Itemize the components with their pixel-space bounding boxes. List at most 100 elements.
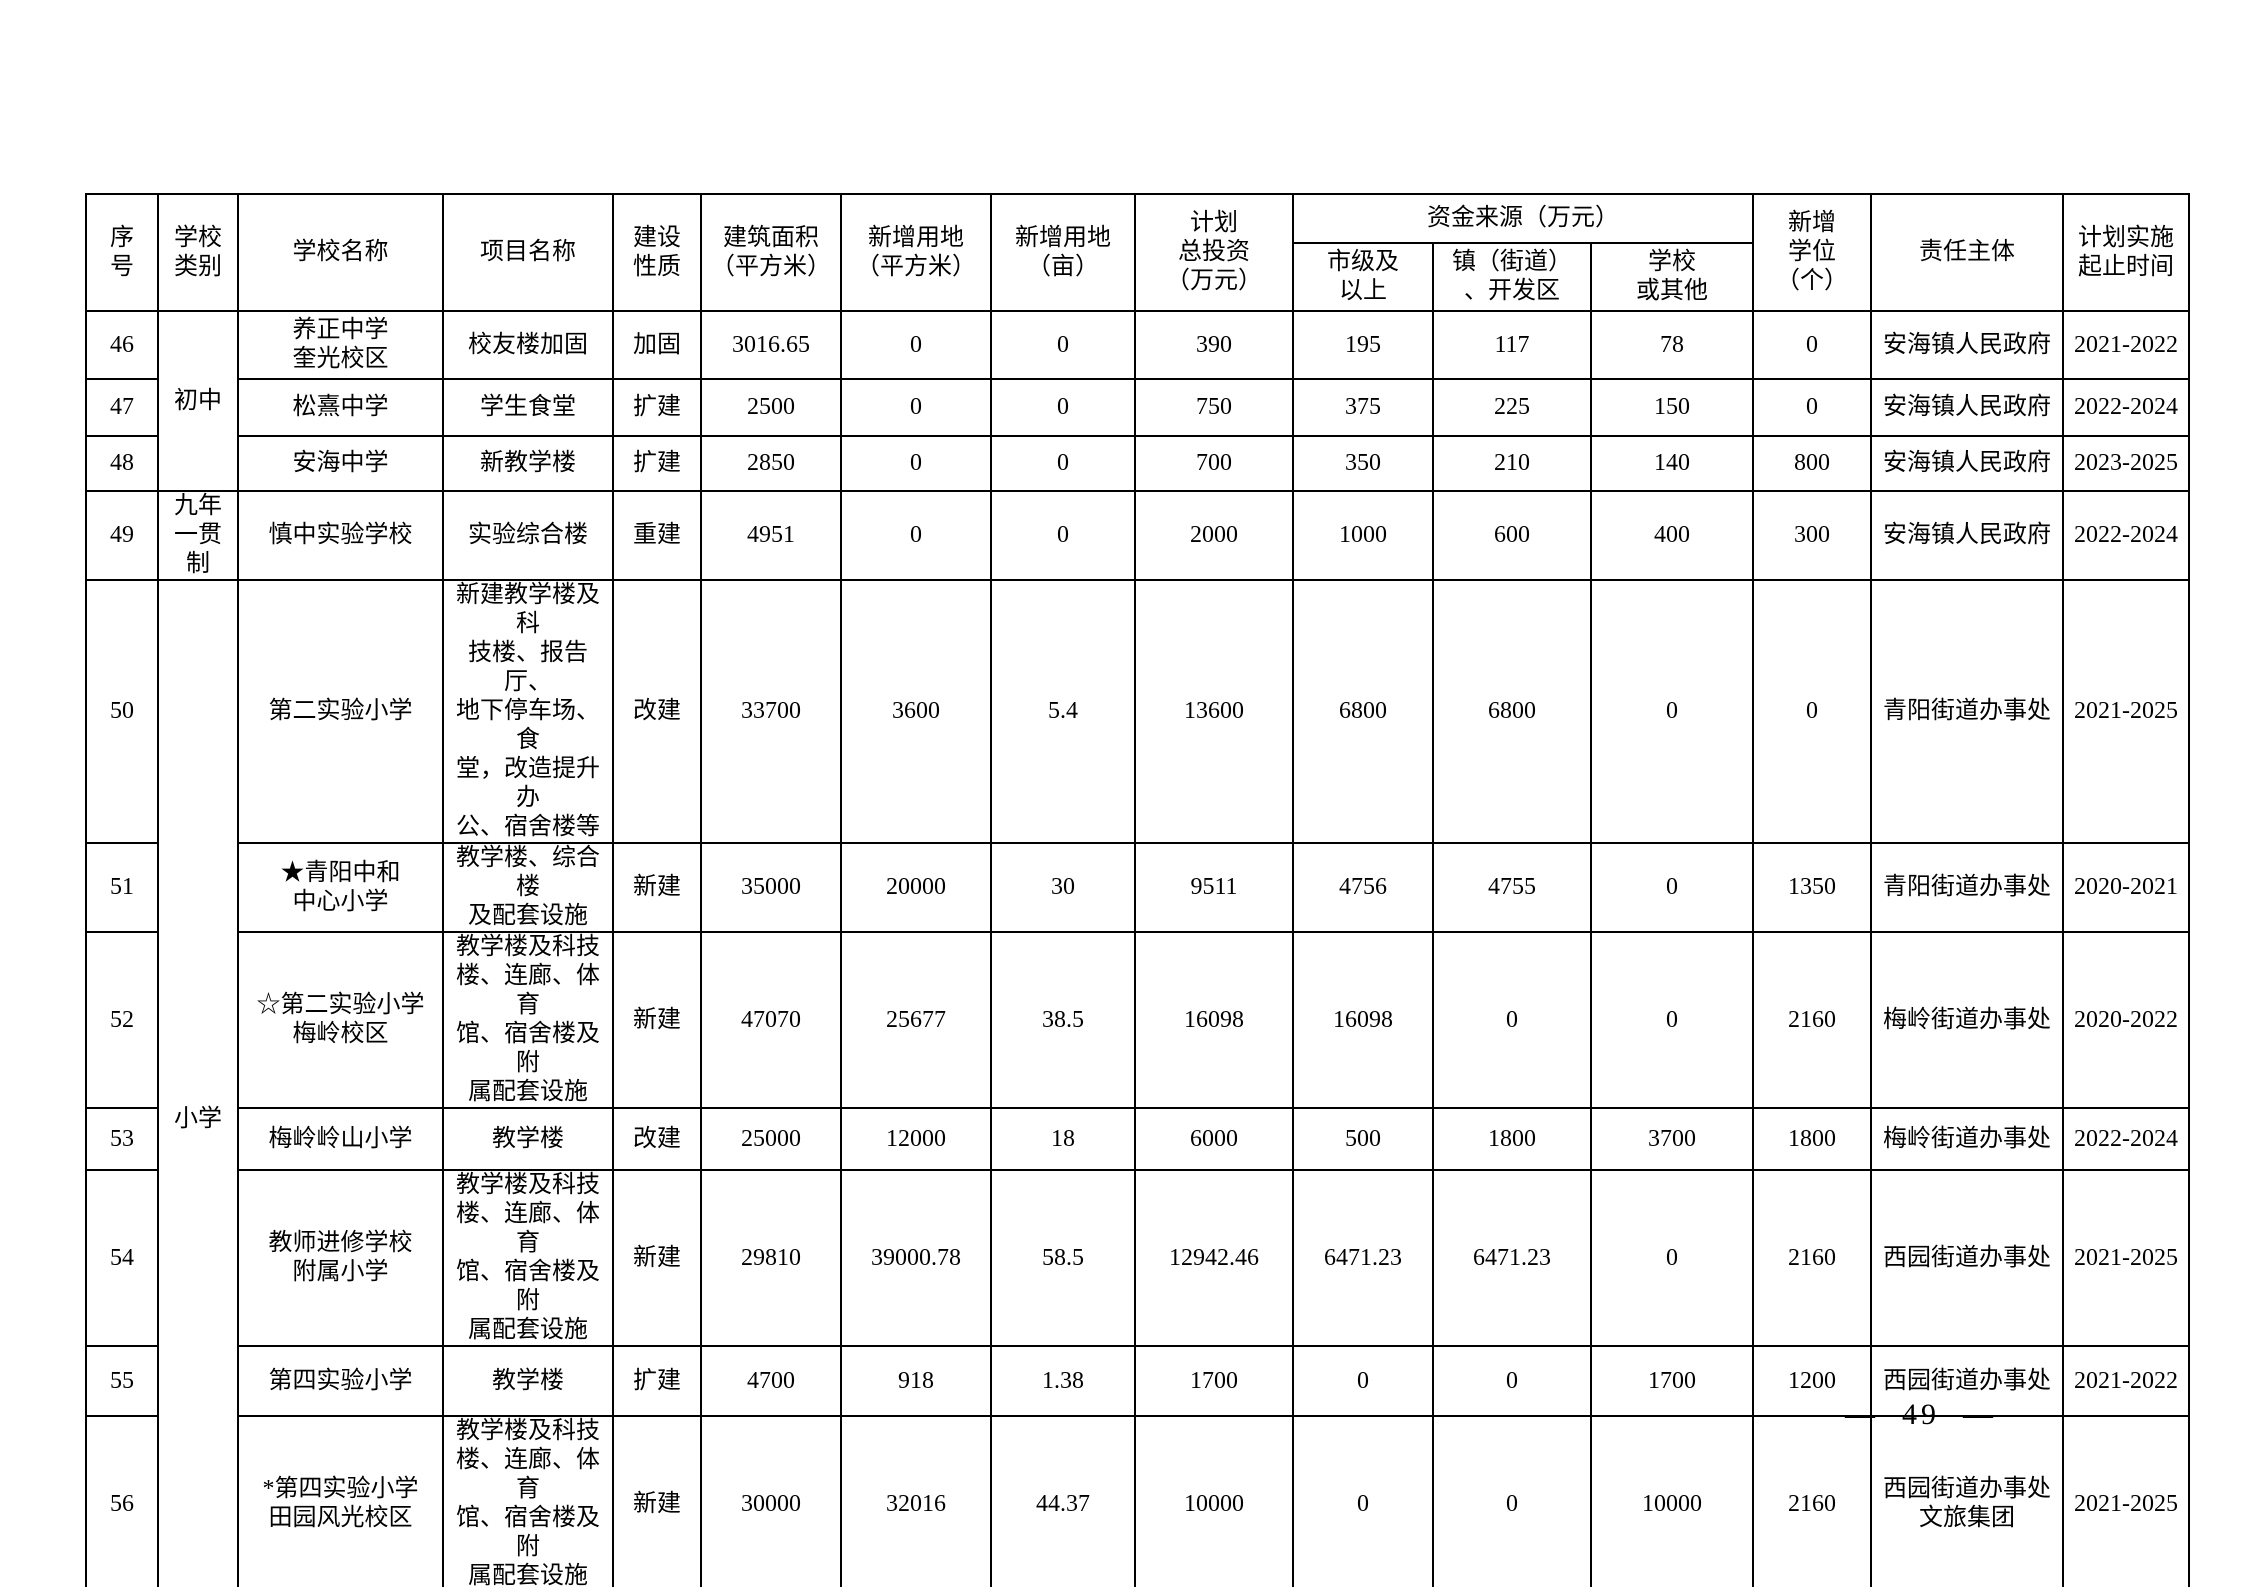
r56-fund-city: 0 xyxy=(1292,1415,1434,1587)
header-nature: 建设 性质 xyxy=(612,193,702,312)
r53-school: 梅岭岭山小学 xyxy=(237,1107,444,1171)
r51-invest: 9511 xyxy=(1134,842,1294,933)
category-cell-junior-high: 初中 xyxy=(157,310,239,492)
r56-land-sqm: 32016 xyxy=(840,1415,992,1587)
r48-nature: 扩建 xyxy=(612,435,702,492)
r55-seats: 1200 xyxy=(1752,1345,1872,1417)
r56-owner: 西园街道办事处 文旅集团 xyxy=(1870,1415,2064,1587)
category-cell-nine-year: 九年 一贯 制 xyxy=(157,490,239,581)
header-area: 建筑面积 （平方米） xyxy=(700,193,842,312)
r55-fund-school: 1700 xyxy=(1590,1345,1754,1417)
header-period: 计划实施 起止时间 xyxy=(2062,193,2190,312)
r51-fund-city: 4756 xyxy=(1292,842,1434,933)
r48-fund-school: 140 xyxy=(1590,435,1754,492)
r54-land-mu: 58.5 xyxy=(990,1169,1136,1347)
table-row-54: 54 教师进修学校 附属小学 教学楼及科技 楼、连廊、体育 馆、宿舍楼及附 属配… xyxy=(85,1169,2190,1347)
r49-fund-town: 600 xyxy=(1432,490,1592,581)
r56-period: 2021-2025 xyxy=(2062,1415,2190,1587)
r54-fund-town: 6471.23 xyxy=(1432,1169,1592,1347)
r49-seats: 300 xyxy=(1752,490,1872,581)
r55-seq: 55 xyxy=(85,1345,159,1417)
r55-school: 第四实验小学 xyxy=(237,1345,444,1417)
header-seats: 新增 学位 （个） xyxy=(1752,193,1872,312)
header-land-mu: 新增用地 （亩） xyxy=(990,193,1136,312)
r51-school: ★青阳中和 中心小学 xyxy=(237,842,444,933)
r56-school: *第四实验小学 田园风光校区 xyxy=(237,1415,444,1587)
r47-fund-school: 150 xyxy=(1590,378,1754,437)
r48-fund-town: 210 xyxy=(1432,435,1592,492)
r51-period: 2020-2021 xyxy=(2062,842,2190,933)
r51-nature: 新建 xyxy=(612,842,702,933)
r49-project: 实验综合楼 xyxy=(442,490,614,581)
r52-nature: 新建 xyxy=(612,931,702,1109)
r56-land-mu: 44.37 xyxy=(990,1415,1136,1587)
r46-owner: 安海镇人民政府 xyxy=(1870,310,2064,380)
r52-seats: 2160 xyxy=(1752,931,1872,1109)
r47-land-mu: 0 xyxy=(990,378,1136,437)
header-land-sqm: 新增用地 （平方米） xyxy=(840,193,992,312)
r47-seats: 0 xyxy=(1752,378,1872,437)
r50-area: 33700 xyxy=(700,579,842,844)
r53-period: 2022-2024 xyxy=(2062,1107,2190,1171)
r52-owner: 梅岭街道办事处 xyxy=(1870,931,2064,1109)
school-construction-plan-table: 序 号 学校 类别 学校名称 项目名称 建设 性质 建筑面积 （平方米） 新增用… xyxy=(85,193,2190,1587)
r50-fund-school: 0 xyxy=(1590,579,1754,844)
r46-seq: 46 xyxy=(85,310,159,380)
r53-land-sqm: 12000 xyxy=(840,1107,992,1171)
r54-seats: 2160 xyxy=(1752,1169,1872,1347)
r55-land-sqm: 918 xyxy=(840,1345,992,1417)
r52-project: 教学楼及科技 楼、连廊、体育 馆、宿舍楼及附 属配套设施 xyxy=(442,931,614,1109)
r49-seq: 49 xyxy=(85,490,159,581)
r46-seats: 0 xyxy=(1752,310,1872,380)
r56-nature: 新建 xyxy=(612,1415,702,1587)
r48-project: 新教学楼 xyxy=(442,435,614,492)
r53-project: 教学楼 xyxy=(442,1107,614,1171)
r56-seq: 56 xyxy=(85,1415,159,1587)
r49-fund-city: 1000 xyxy=(1292,490,1434,581)
r46-fund-school: 78 xyxy=(1590,310,1754,380)
header-invest: 计划 总投资 （万元） xyxy=(1134,193,1294,312)
r50-project: 新建教学楼及科 技楼、报告厅、 地下停车场、食 堂，改造提升办 公、宿舍楼等 xyxy=(442,579,614,844)
r50-seats: 0 xyxy=(1752,579,1872,844)
r54-fund-school: 0 xyxy=(1590,1169,1754,1347)
r46-invest: 390 xyxy=(1134,310,1294,380)
r48-school: 安海中学 xyxy=(237,435,444,492)
r48-period: 2023-2025 xyxy=(2062,435,2190,492)
header-owner: 责任主体 xyxy=(1870,193,2064,312)
r49-invest: 2000 xyxy=(1134,490,1294,581)
header-category: 学校 类别 xyxy=(157,193,239,312)
category-cell-primary: 小学 xyxy=(157,579,239,1587)
r46-fund-city: 195 xyxy=(1292,310,1434,380)
table-row-52: 52 ☆第二实验小学 梅岭校区 教学楼及科技 楼、连廊、体育 馆、宿舍楼及附 属… xyxy=(85,931,2190,1109)
r53-fund-school: 3700 xyxy=(1590,1107,1754,1171)
r51-land-mu: 30 xyxy=(990,842,1136,933)
r54-invest: 12942.46 xyxy=(1134,1169,1294,1347)
r53-seats: 1800 xyxy=(1752,1107,1872,1171)
header-funding-group: 资金来源（万元） xyxy=(1292,193,1754,244)
table-row-53: 53 梅岭岭山小学 教学楼 改建 25000 12000 18 6000 500… xyxy=(85,1107,2190,1171)
table-row-47: 47 松熹中学 学生食堂 扩建 2500 0 0 750 375 225 150… xyxy=(85,378,2190,437)
r54-fund-city: 6471.23 xyxy=(1292,1169,1434,1347)
r54-nature: 新建 xyxy=(612,1169,702,1347)
r50-invest: 13600 xyxy=(1134,579,1294,844)
table-row-48: 48 安海中学 新教学楼 扩建 2850 0 0 700 350 210 140… xyxy=(85,435,2190,492)
r56-area: 30000 xyxy=(700,1415,842,1587)
r47-fund-town: 225 xyxy=(1432,378,1592,437)
r51-owner: 青阳街道办事处 xyxy=(1870,842,2064,933)
r49-area: 4951 xyxy=(700,490,842,581)
r47-owner: 安海镇人民政府 xyxy=(1870,378,2064,437)
r47-seq: 47 xyxy=(85,378,159,437)
r55-fund-city: 0 xyxy=(1292,1345,1434,1417)
r50-fund-city: 6800 xyxy=(1292,579,1434,844)
r47-nature: 扩建 xyxy=(612,378,702,437)
r47-fund-city: 375 xyxy=(1292,378,1434,437)
r46-area: 3016.65 xyxy=(700,310,842,380)
r50-land-mu: 5.4 xyxy=(990,579,1136,844)
r49-period: 2022-2024 xyxy=(2062,490,2190,581)
r55-area: 4700 xyxy=(700,1345,842,1417)
r52-school: ☆第二实验小学 梅岭校区 xyxy=(237,931,444,1109)
r46-school: 养正中学 奎光校区 xyxy=(237,310,444,380)
r53-area: 25000 xyxy=(700,1107,842,1171)
r46-period: 2021-2022 xyxy=(2062,310,2190,380)
